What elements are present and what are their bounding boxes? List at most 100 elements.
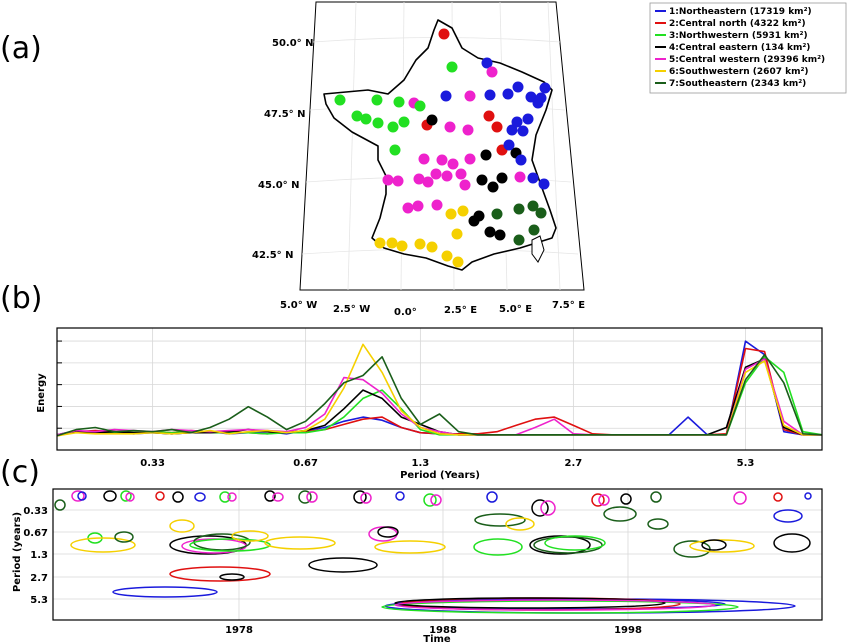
station-marker [446, 61, 458, 73]
lon-label: 0.0° [394, 307, 417, 318]
map-lat-labels: 50.0° N 47.5° N 45.0° N 42.5° N [252, 38, 314, 261]
station-marker [398, 116, 410, 128]
station-marker [386, 237, 398, 249]
contour-group-mid [70, 506, 811, 558]
station-marker [481, 57, 493, 69]
lat-label: 42.5° N [252, 250, 294, 261]
lon-label: 5.0° E [499, 304, 532, 315]
station-marker [412, 200, 424, 212]
station-marker [491, 121, 503, 133]
station-marker [360, 113, 372, 125]
legend-entry: 1:Northeastern (17319 km²) [669, 7, 812, 17]
legend-entry: 5:Central western (29396 km²) [669, 55, 825, 65]
station-marker [512, 81, 524, 93]
legend-entry: 3:Northwestern (5931 km²) [669, 31, 808, 41]
station-marker [535, 207, 547, 219]
station-marker [436, 154, 448, 166]
station-marker [351, 110, 363, 122]
station-marker [462, 124, 474, 136]
lat-label: 50.0° N [272, 38, 314, 49]
b-xtick: 5.3 [737, 458, 755, 469]
c-ytick: 1.3 [30, 550, 48, 561]
b-xtick: 0.67 [293, 458, 318, 469]
c-ytick: 2.7 [30, 573, 48, 584]
series-line [56, 358, 822, 436]
contour-group-long [381, 597, 796, 614]
station-marker [402, 202, 414, 214]
station-marker [455, 168, 467, 180]
station-marker [396, 240, 408, 252]
station-marker [538, 178, 550, 190]
station-marker [387, 121, 399, 133]
series-line [56, 353, 823, 437]
station-marker [483, 110, 495, 122]
station-marker [431, 199, 443, 211]
panel-b-chart: 0.33 0.67 1.3 2.7 5.3 Period (Years) Energy [36, 327, 823, 481]
station-marker [528, 224, 540, 236]
station-marker [426, 241, 438, 253]
station-marker [413, 173, 425, 185]
lon-label: 7.5° E [552, 300, 585, 311]
lon-label: 2.5° W [333, 304, 370, 315]
station-marker [484, 226, 496, 238]
station-marker [382, 174, 394, 186]
station-marker [464, 153, 476, 165]
series-line [56, 358, 822, 436]
panel-b-series [56, 340, 823, 437]
station-marker [392, 175, 404, 187]
station-marker [476, 174, 488, 186]
station-marker [430, 168, 442, 180]
station-marker [532, 97, 544, 109]
legend-entry: 7:Southeastern (2343 km²) [669, 79, 806, 89]
station-marker [464, 90, 476, 102]
legend-entry: 4:Central eastern (134 km²) [669, 43, 810, 53]
station-marker [418, 153, 430, 165]
series-line [56, 343, 822, 437]
station-marker [426, 114, 438, 126]
station-marker [468, 215, 480, 227]
lat-label: 45.0° N [258, 180, 300, 191]
b-xtick: 2.7 [565, 458, 583, 469]
b-xtick: 1.3 [412, 458, 430, 469]
station-marker [393, 96, 405, 108]
station-marker [511, 116, 523, 128]
station-marker [414, 100, 426, 112]
station-marker [539, 82, 551, 94]
station-markers [334, 28, 551, 268]
station-marker [457, 205, 469, 217]
lon-label: 2.5° E [444, 305, 477, 316]
station-marker [515, 154, 527, 166]
station-marker [522, 113, 534, 125]
panel-c-xlabel: Time [423, 634, 451, 643]
station-marker [374, 237, 386, 249]
series-line [56, 340, 822, 436]
panel-b-label: (b) [0, 281, 42, 316]
lon-label: 5.0° W [280, 300, 317, 311]
series-line [56, 347, 822, 437]
station-marker [372, 117, 384, 129]
station-marker [517, 125, 529, 137]
station-marker [441, 170, 453, 182]
panel-c-label: (c) [0, 455, 40, 490]
c-ytick: 5.3 [30, 595, 48, 606]
contour-group-top [54, 490, 812, 517]
map-panel: 50.0° N 47.5° N 45.0° N 42.5° N 5.0° W 2… [252, 1, 585, 318]
station-marker [444, 121, 456, 133]
station-marker [506, 124, 518, 136]
station-marker [447, 158, 459, 170]
corsica-outline [531, 235, 545, 263]
panel-a-label: (a) [0, 31, 42, 66]
contour-group-low [112, 557, 378, 598]
panel-c-ylabel: Period (years) [12, 512, 23, 592]
c-ytick: 0.67 [23, 528, 48, 539]
legend-box [649, 2, 847, 94]
station-marker [459, 179, 471, 191]
station-marker [440, 90, 452, 102]
station-marker [438, 28, 450, 40]
legend-entry: 6:Southwestern (2607 km²) [669, 67, 809, 77]
panel-b-xlabel: Period (Years) [400, 470, 480, 481]
station-marker [527, 172, 539, 184]
station-marker [494, 229, 506, 241]
panel-c-chart: 0.33 0.67 1.3 2.7 5.3 1978 1988 1998 Tim… [12, 488, 823, 643]
